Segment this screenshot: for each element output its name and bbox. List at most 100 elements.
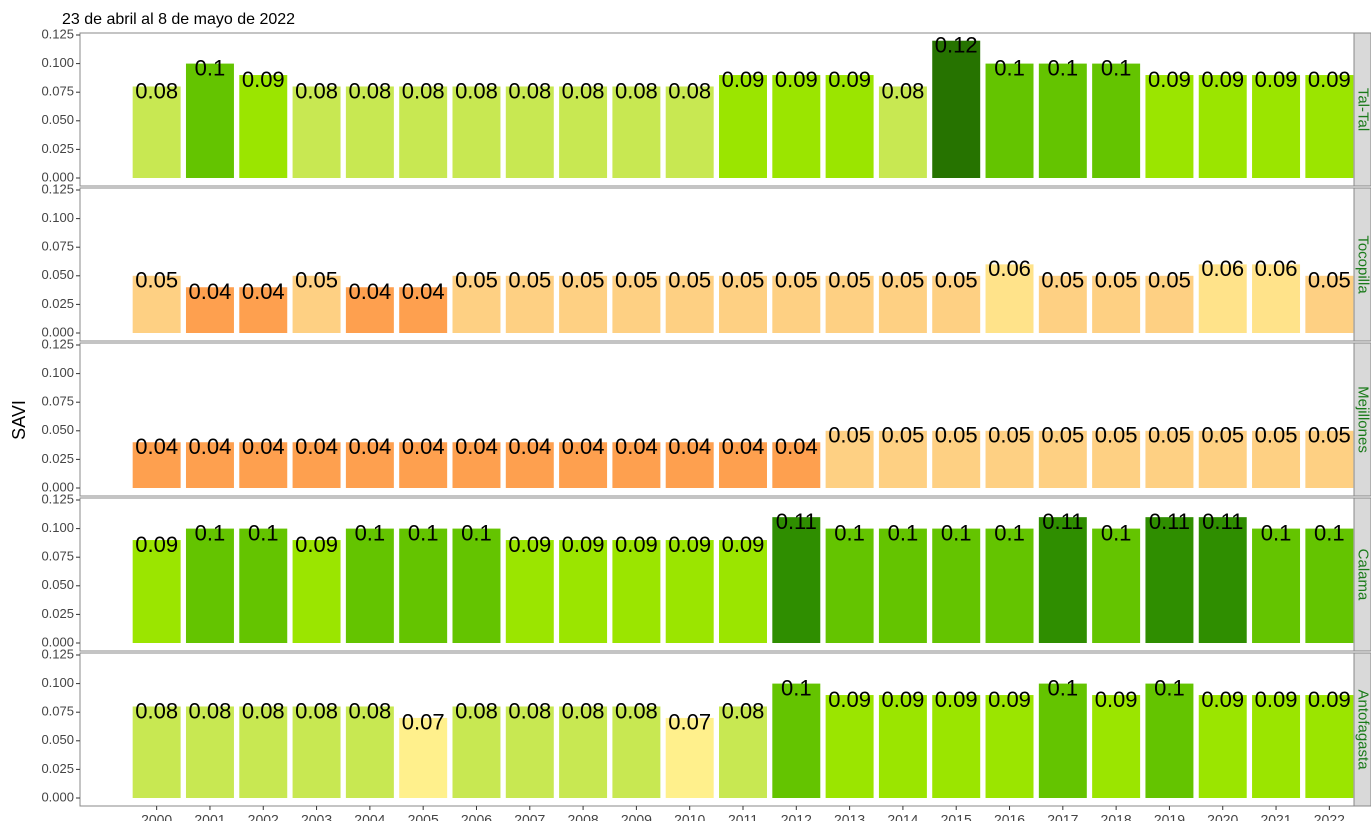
bar — [292, 275, 341, 333]
data-label: 0.05 — [668, 268, 711, 293]
bar — [239, 706, 288, 798]
data-label: 0.1 — [1101, 55, 1132, 80]
x-tick-label: 2015 — [941, 812, 972, 821]
bar — [292, 86, 341, 178]
bar — [1145, 430, 1194, 488]
data-label: 0.09 — [1201, 687, 1244, 712]
bar — [665, 275, 714, 333]
data-label: 0.04 — [189, 279, 232, 304]
data-label: 0.09 — [1308, 687, 1351, 712]
bar — [825, 695, 874, 798]
data-label: 0.04 — [242, 279, 285, 304]
bar — [399, 86, 448, 178]
bar — [452, 528, 501, 643]
bar — [825, 275, 874, 333]
data-label: 0.1 — [994, 55, 1025, 80]
bar — [559, 706, 608, 798]
data-label: 0.04 — [775, 434, 818, 459]
panel — [79, 187, 1355, 342]
bar — [452, 706, 501, 798]
x-tick-label: 2013 — [834, 812, 865, 821]
data-label: 0.09 — [722, 532, 765, 557]
data-label: 0.05 — [1201, 423, 1244, 448]
bar — [185, 287, 234, 333]
bar — [932, 40, 981, 178]
data-label: 0.1 — [1048, 675, 1079, 700]
data-label: 0.08 — [135, 78, 178, 103]
data-label: 0.06 — [1201, 256, 1244, 281]
data-label: 0.08 — [135, 698, 178, 723]
bar — [132, 275, 181, 333]
y-tick-label: 0.125 — [41, 181, 74, 196]
y-tick-label: 0.025 — [41, 296, 74, 311]
data-label: 0.1 — [1101, 520, 1132, 545]
data-label: 0.08 — [242, 698, 285, 723]
bar — [665, 717, 714, 798]
data-label: 0.09 — [828, 67, 871, 92]
bar — [1092, 430, 1141, 488]
x-tick-label: 2009 — [621, 812, 652, 821]
data-label: 0.1 — [195, 520, 226, 545]
x-tick-label: 2002 — [248, 812, 279, 821]
y-tick-label: 0.100 — [41, 365, 74, 380]
bar — [932, 528, 981, 643]
bar — [1198, 264, 1247, 333]
bar — [1252, 528, 1301, 643]
data-label: 0.05 — [295, 268, 338, 293]
x-tick-label: 2008 — [568, 812, 599, 821]
x-tick-label: 2017 — [1047, 812, 1078, 821]
bar — [719, 75, 767, 178]
bar — [505, 86, 554, 178]
data-label: 0.08 — [668, 78, 711, 103]
x-tick-label: 2001 — [194, 812, 225, 821]
data-label: 0.05 — [1308, 268, 1351, 293]
bar — [1092, 528, 1141, 643]
bar — [1145, 683, 1194, 798]
data-label: 0.05 — [1095, 423, 1138, 448]
bar — [719, 540, 767, 643]
bar — [985, 528, 1034, 643]
data-label: 0.05 — [828, 423, 871, 448]
x-tick-label: 2004 — [354, 812, 385, 821]
data-label: 0.04 — [135, 434, 178, 459]
x-tick-label: 2022 — [1314, 812, 1345, 821]
strip-label: Tocopilla — [1355, 235, 1371, 294]
y-tick-label: 0.125 — [41, 336, 74, 351]
data-label: 0.11 — [1202, 509, 1243, 534]
bar — [239, 442, 288, 488]
bar — [612, 706, 661, 798]
bar — [1038, 275, 1087, 333]
data-label: 0.09 — [615, 532, 658, 557]
panel — [79, 652, 1355, 807]
data-label: 0.08 — [402, 78, 445, 103]
bar — [772, 683, 821, 798]
x-tick-label: 2016 — [994, 812, 1025, 821]
bar — [1305, 695, 1354, 798]
data-label: 0.05 — [1041, 423, 1084, 448]
bar — [1198, 75, 1247, 178]
strip — [1353, 652, 1371, 807]
bar — [185, 528, 234, 643]
y-tick-label: 0.075 — [41, 704, 74, 719]
strip-label: Mejillones — [1355, 386, 1371, 453]
bar — [825, 430, 874, 488]
data-label: 0.1 — [1154, 675, 1185, 700]
y-tick-label: 0.025 — [41, 606, 74, 621]
y-tick-label: 0.075 — [41, 394, 74, 409]
data-label: 0.1 — [834, 520, 865, 545]
bar — [1198, 517, 1247, 643]
x-tick-label: 2003 — [301, 812, 332, 821]
bar — [878, 275, 927, 333]
bar — [1092, 63, 1141, 178]
bar — [719, 706, 767, 798]
data-label: 0.1 — [248, 520, 279, 545]
data-label: 0.07 — [402, 710, 445, 735]
bar — [1198, 695, 1247, 798]
x-tick-label: 2011 — [728, 812, 758, 821]
data-label: 0.06 — [1255, 256, 1298, 281]
y-tick-label: 0.075 — [41, 549, 74, 564]
bar — [505, 540, 554, 643]
data-label: 0.05 — [935, 268, 978, 293]
bar — [772, 517, 821, 643]
